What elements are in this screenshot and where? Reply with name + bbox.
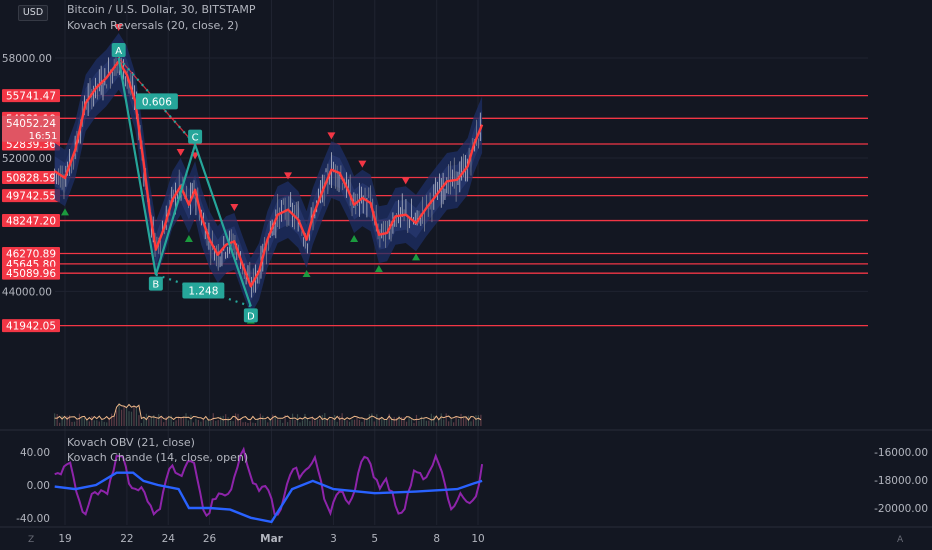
price-level-tag [2,189,60,203]
currency-selector[interactable]: USD [18,5,48,21]
sell-arrow [230,204,239,211]
chart-title: Bitcoin / U.S. Dollar, 30, BITSTAMP [67,3,256,16]
pattern-point-box [111,43,126,57]
price-level-tag [2,171,60,185]
sell-arrow [284,172,293,180]
ratio-box [182,282,225,299]
ratio-label-bd: 1.248 [188,286,218,298]
reversal-arrows [61,24,421,324]
countdown-label: 16:51 [29,131,58,142]
osc-right-tick: -20000.00 [874,503,928,515]
ratio-label-ac: 0.606 [142,96,172,108]
price-level-tag [2,214,60,228]
price-level-label: 55741.47 [6,91,56,103]
harmonic-pattern[interactable]: A B C D 0.606 1.248 [111,43,258,323]
auto-scale-icon[interactable]: A [897,535,904,545]
axes: 58000.00 52000.00 44000.00 40.00 0.00 -40.00 -… [2,53,928,545]
sell-arrow [176,149,185,156]
time-tick: 24 [162,533,176,545]
obv-legend[interactable]: Kovach OBV (21, close) [67,436,195,449]
price-level-label: 48247.20 [6,216,56,228]
pattern-point-label: A [115,46,122,57]
xabcd-path [117,57,252,307]
price-tick: 52000.00 [2,153,52,165]
osc-left-tick: -40.00 [16,513,50,525]
time-tick: 10 [471,533,484,545]
buy-arrow [184,235,193,242]
price-level-label: 52839.36 [6,139,56,151]
osc-right-tick: -16000.00 [874,447,928,459]
last-price-tag [2,115,60,142]
price-level-label: 45089.96 [6,268,56,280]
pattern-point-box [188,129,203,144]
osc-right-tick: -18000.00 [874,475,928,487]
osc-left-tick: 40.00 [20,447,50,459]
sell-arrow [401,177,410,185]
price-level-tag [2,266,60,280]
time-tick: 5 [371,533,378,545]
time-tick: 26 [203,533,217,545]
ratio-box [135,93,178,110]
time-tick: 19 [58,533,71,545]
pattern-point-box [148,276,163,291]
sell-arrow [358,160,367,168]
osc-left-tick: 0.00 [27,480,50,492]
time-tick: 3 [330,533,337,545]
indicator-legend[interactable]: Kovach Reversals (20, close, 2) [67,19,239,32]
time-tick: 8 [433,533,440,545]
chande-legend[interactable]: Kovach Chande (14, close, open) [67,451,249,464]
pattern-point-label: D [247,311,255,322]
price-tick: 44000.00 [2,286,52,298]
oscillator-pane [54,446,484,524]
sell-arrow [114,24,123,31]
buy-arrow [350,235,359,242]
last-price-label: 54052.24 [6,118,56,130]
volume-ma [54,403,482,421]
obv-line [54,471,483,524]
price-level-label: 50828.59 [6,173,56,185]
volume-pane [54,403,482,426]
sell-arrow [327,132,336,140]
price-band [54,33,483,315]
time-tick: Mar [260,533,284,545]
buy-arrow [302,270,311,277]
pattern-point-box [243,308,258,323]
time-tick: 22 [120,533,133,545]
price-level-label: 49742.55 [6,191,56,203]
buy-arrow [61,208,69,216]
horizontal-levels: 55741.4754381.1952839.3650828.5949742.55… [2,89,868,333]
price-level-tag [2,246,60,260]
zoom-icon[interactable]: Z [28,535,35,545]
pattern-point-label: B [152,280,159,291]
kovach-line [54,60,484,288]
buy-arrow [374,265,383,272]
buy-arrow [412,253,421,261]
price-level-tag [2,89,60,103]
pattern-point-label: C [192,133,199,144]
price-tick: 58000.00 [2,53,52,65]
price-level-label: 41942.05 [6,321,56,333]
price-level-tag [2,319,60,333]
chande-line [54,446,484,518]
kovach-mid-line [54,60,484,288]
